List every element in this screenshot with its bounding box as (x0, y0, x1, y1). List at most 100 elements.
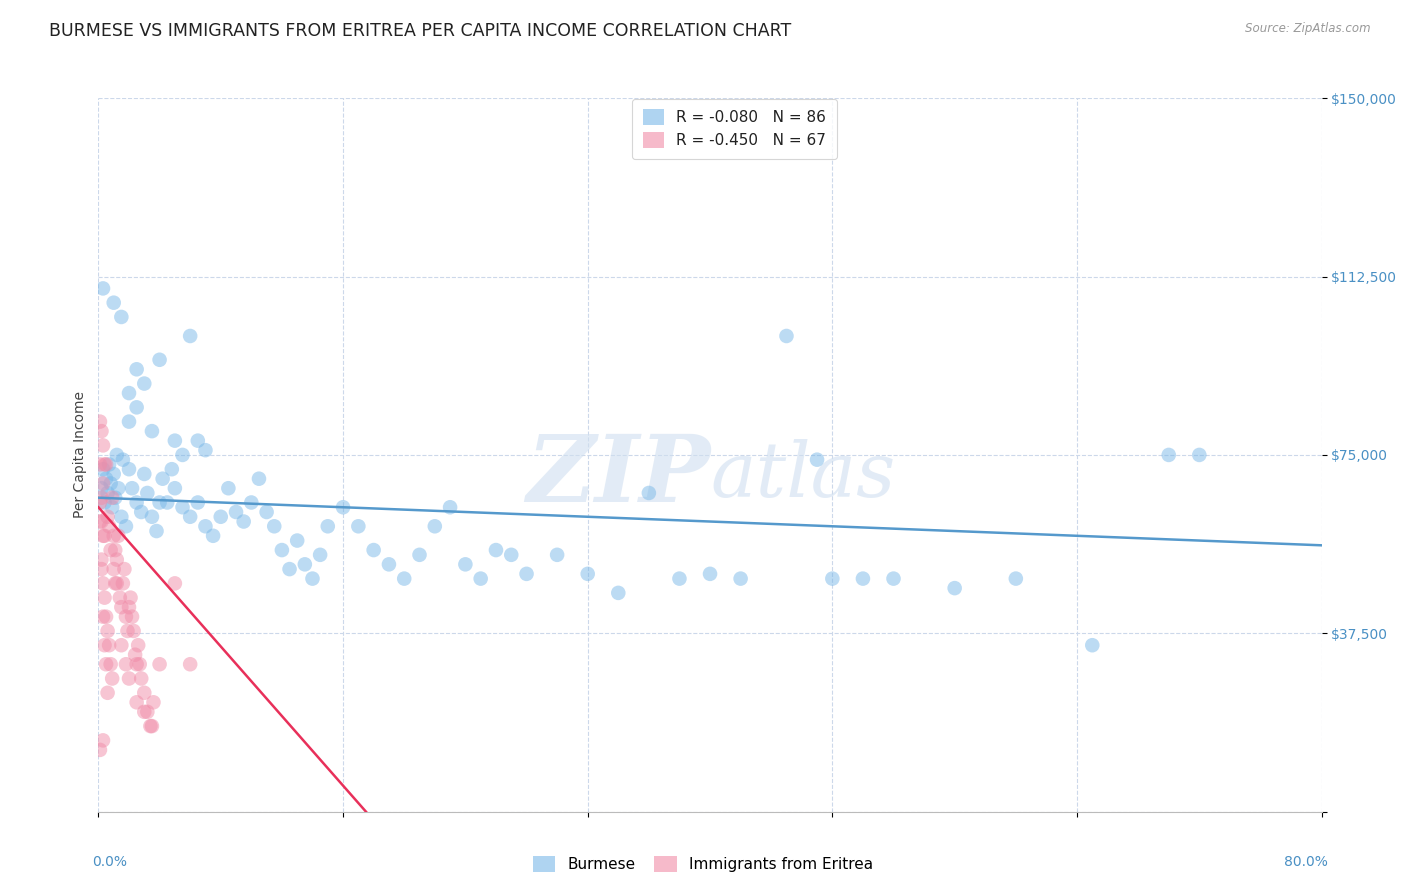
Point (94, 458, 117, 472)
Point (163, 576, 186, 591)
Point (89, 415, 111, 429)
Point (89, 743, 111, 757)
Point (108, 591, 131, 605)
Point (187, 495, 209, 509)
Point (637, 486, 661, 500)
Point (90, 552, 112, 566)
Point (134, 467, 156, 481)
Point (93, 529, 115, 543)
Point (124, 648, 146, 662)
Point (105, 576, 128, 591)
Point (111, 452, 134, 467)
Point (91, 529, 114, 543)
Point (115, 519, 138, 533)
Point (240, 495, 263, 509)
Text: 80.0%: 80.0% (1284, 855, 1327, 869)
Point (118, 415, 141, 429)
Legend: R = -0.080   N = 86, R = -0.450   N = 67: R = -0.080 N = 86, R = -0.450 N = 67 (633, 99, 837, 159)
Point (256, 505, 278, 519)
Point (91, 438, 114, 452)
Point (152, 472, 174, 486)
Point (546, 548, 568, 562)
Point (145, 524, 167, 538)
Point (97, 686, 120, 700)
Point (142, 695, 165, 709)
Point (576, 566, 599, 581)
Point (125, 657, 148, 672)
Point (943, 581, 966, 595)
Point (172, 500, 194, 515)
Point (668, 572, 690, 586)
Point (278, 562, 301, 576)
Point (149, 495, 172, 509)
Point (97, 509, 120, 524)
Point (110, 310, 132, 324)
Point (1081, 638, 1104, 652)
Point (225, 505, 247, 519)
Point (101, 491, 124, 505)
Point (105, 552, 128, 566)
Point (89, 495, 111, 509)
Point (98, 458, 121, 472)
Point (309, 548, 332, 562)
Point (156, 495, 179, 509)
Point (316, 519, 339, 533)
Point (127, 638, 149, 652)
Point (115, 609, 138, 624)
Point (89, 458, 111, 472)
Point (115, 657, 138, 672)
Point (141, 509, 163, 524)
Point (125, 695, 148, 709)
Point (103, 529, 125, 543)
Point (110, 638, 132, 652)
Point (775, 329, 797, 343)
Point (94, 657, 117, 672)
Point (107, 481, 129, 495)
Point (516, 566, 538, 581)
Point (111, 576, 134, 591)
Point (118, 462, 141, 476)
Point (91, 609, 114, 624)
Point (883, 572, 905, 586)
Point (202, 529, 225, 543)
Point (285, 533, 308, 548)
Point (118, 672, 141, 686)
Point (93, 638, 115, 652)
Point (607, 586, 630, 600)
Point (100, 657, 122, 672)
Point (179, 657, 201, 672)
Point (103, 295, 125, 310)
Text: BURMESE VS IMMIGRANTS FROM ERITREA PER CAPITA INCOME CORRELATION CHART: BURMESE VS IMMIGRANTS FROM ERITREA PER C… (49, 22, 792, 40)
Point (128, 657, 150, 672)
Point (332, 500, 354, 515)
Point (94, 472, 117, 486)
Point (90, 481, 112, 495)
Point (94, 609, 117, 624)
Point (232, 515, 254, 529)
Point (97, 624, 120, 638)
Point (93, 458, 115, 472)
Point (104, 576, 127, 591)
Point (1188, 448, 1211, 462)
Point (136, 486, 159, 500)
Point (91, 476, 114, 491)
Point (121, 481, 143, 495)
Point (134, 686, 156, 700)
Point (149, 352, 172, 367)
Point (134, 705, 156, 719)
Point (423, 519, 446, 533)
Point (93, 591, 115, 605)
Point (107, 529, 129, 543)
Point (392, 572, 416, 586)
Point (104, 491, 127, 505)
Point (454, 558, 477, 572)
Point (1157, 448, 1180, 462)
Point (97, 486, 120, 500)
Point (139, 719, 162, 733)
Point (104, 543, 127, 558)
Point (90, 491, 112, 505)
Point (439, 500, 461, 515)
Legend: Burmese, Immigrants from Eritrea: Burmese, Immigrants from Eritrea (524, 848, 882, 880)
Text: atlas: atlas (710, 440, 896, 513)
Point (294, 558, 316, 572)
